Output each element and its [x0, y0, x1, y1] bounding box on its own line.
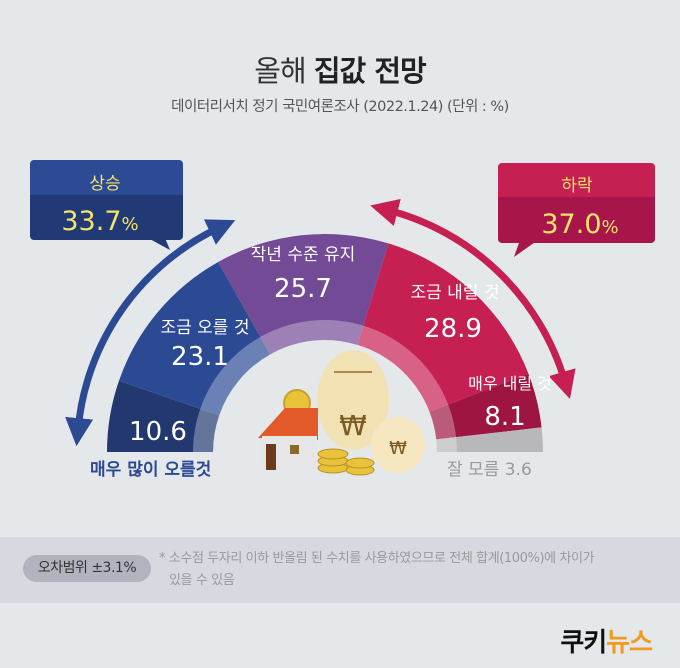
rise-callout: 상승 33.7%	[30, 160, 183, 250]
label-cat-4: 매우 내릴 것	[468, 374, 552, 393]
fall-value: 37.0%	[541, 209, 618, 240]
label-cat-2: 작년 수준 유지	[251, 245, 356, 265]
label-value-1: 23.1	[171, 342, 229, 372]
label-value-0: 10.6	[129, 417, 187, 447]
page-title: 올해 집값 전망	[254, 54, 426, 88]
label-value-3: 28.9	[424, 314, 482, 344]
slice-2	[218, 233, 389, 355]
label-cat-0: 매우 많이 오를것	[90, 460, 211, 480]
label-cat-3: 조금 내릴 것	[410, 283, 499, 303]
won-icon: ₩	[389, 438, 407, 459]
slice-5	[436, 427, 543, 452]
subtitle: 데이터리서치 정기 국민여론조사 (2022.1.24) (단위 : %)	[171, 99, 509, 115]
fall-callout: 하락 37.0%	[498, 163, 655, 257]
fall-arrow	[370, 198, 576, 400]
rise-value: 33.7%	[61, 206, 138, 237]
won-icon: ₩	[339, 409, 367, 442]
label-dontknow: 잘 모름 3.6	[447, 460, 532, 480]
semi-donut-chart: 상승 33.7% 하락 37.0% 10.6 조금 오를 것 23.1 작년 수…	[30, 160, 655, 480]
label-cat-1: 조금 오를 것	[160, 318, 249, 338]
rise-arrow	[65, 219, 236, 447]
rounding-note: * 소수점 두자리 이하 반올림 된 수치를 사용하였으므로 전체 합계(100…	[159, 551, 595, 588]
margin-of-error-badge: 오차범위 ±3.1%	[23, 555, 151, 582]
house-money-illustration: ₩ ₩	[258, 350, 425, 476]
kuki-news-logo: 쿠키뉴스	[560, 628, 653, 658]
label-value-4: 8.1	[484, 402, 525, 432]
label-value-2: 25.7	[274, 274, 332, 304]
rise-label: 상승	[89, 174, 120, 194]
fall-label: 하락	[561, 176, 593, 196]
